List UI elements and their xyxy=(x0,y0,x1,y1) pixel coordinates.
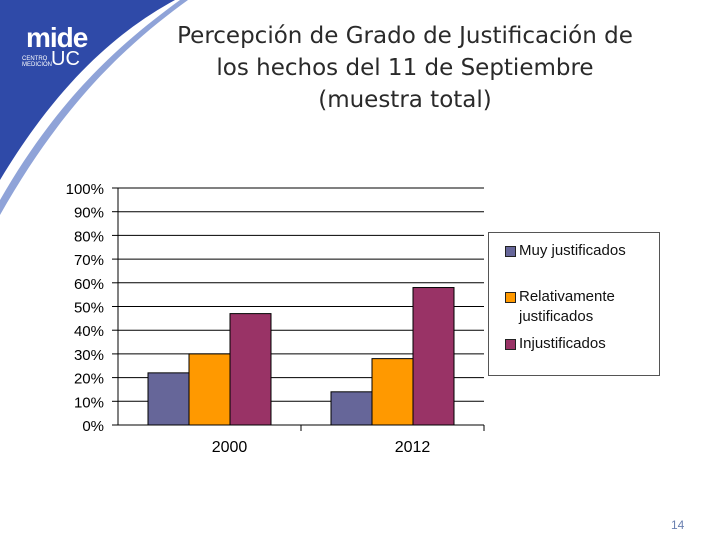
bar-muy-justificados-2012 xyxy=(330,391,373,426)
legend-label-injustificados: Injustificados xyxy=(519,335,606,352)
y-tick-label: 30% xyxy=(74,347,104,364)
y-tick-label: 20% xyxy=(74,371,104,388)
bar-relativamente-justificados-2012 xyxy=(371,358,414,426)
x-tick-label: 2012 xyxy=(395,439,431,456)
logo-uc-text: UC xyxy=(51,48,80,70)
y-tick-label: 100% xyxy=(66,181,104,198)
legend-label-relativamente-justificados: Relativamente justificados xyxy=(519,288,615,325)
legend-swatch-relativamente-justificados xyxy=(505,292,516,303)
legend-item-injustificados: Injustificados xyxy=(505,334,659,354)
y-tick-label: 80% xyxy=(74,228,104,245)
y-tick-label: 90% xyxy=(74,205,104,222)
title-line-1: Percepción de Grado de Justificación de xyxy=(177,23,633,49)
logo-mide-uc: mide CENTRO MEDICIÓN UC xyxy=(10,14,88,70)
bar-injustificados-2012 xyxy=(412,287,455,426)
y-tick-label: 50% xyxy=(74,300,104,317)
legend-swatch-muy-justificados xyxy=(505,246,516,257)
chart-legend: Muy justificados Relativamente justifica… xyxy=(488,232,660,376)
title-line-3: (muestra total) xyxy=(318,87,492,113)
logo-mide-text: mide xyxy=(26,22,88,53)
bar-relativamente-justificados-2000 xyxy=(188,353,231,426)
y-tick-label: 70% xyxy=(74,252,104,269)
y-tick-label: 40% xyxy=(74,323,104,340)
y-tick-label: 0% xyxy=(82,418,104,435)
y-tick-label: 60% xyxy=(74,276,104,293)
legend-label-muy-justificados: Muy justificados xyxy=(519,242,626,259)
bar-muy-justificados-2000 xyxy=(147,372,190,426)
y-tick-label: 10% xyxy=(74,394,104,411)
x-tick-label: 2000 xyxy=(212,439,248,456)
legend-item-relativamente-justificados: Relativamente justificados xyxy=(505,287,659,327)
logo-subtext: CENTRO MEDICIÓN xyxy=(22,56,52,68)
slide-title: Percepción de Grado de Justificación de … xyxy=(150,20,660,116)
title-line-2: los hechos del 11 de Septiembre xyxy=(216,55,594,81)
legend-item-muy-justificados: Muy justificados xyxy=(505,241,659,261)
legend-swatch-injustificados xyxy=(505,339,516,350)
bar-injustificados-2000 xyxy=(229,313,272,426)
page-number: 14 xyxy=(671,518,685,532)
